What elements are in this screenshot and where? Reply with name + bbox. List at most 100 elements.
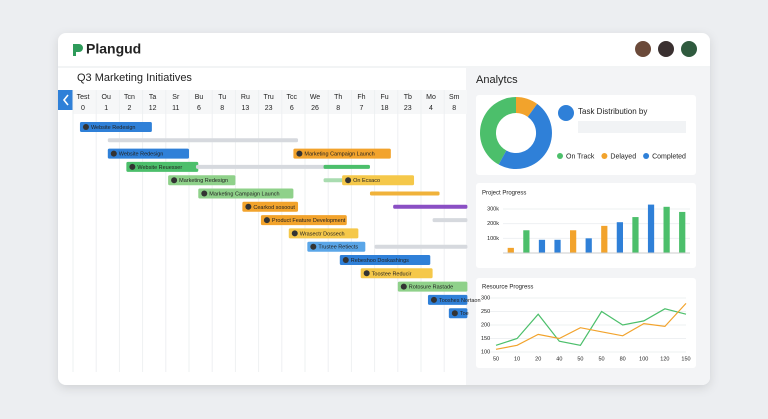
day-label: Tu [218,94,226,101]
task-bar [369,191,440,196]
assignee-icon [363,270,370,277]
task-bar [342,175,415,186]
x-tick-label: 100 [639,356,648,362]
task-label: Trustee Retiects [318,245,358,251]
bar [538,239,546,253]
task-bar [374,244,468,249]
donut-title: Task Distribution by [578,107,647,116]
legend-label: On Track [566,153,595,160]
line-card [476,278,696,368]
date-label: 4 [429,105,433,112]
bar [679,211,686,253]
bar [647,204,655,253]
day-label: Tru [263,94,273,101]
date-label: 13 [242,105,250,112]
x-tick-label: 10 [514,356,520,362]
task-label: Marketing Campaign Launch [304,152,374,158]
avatar[interactable] [635,41,651,57]
x-tick-label: 50 [577,356,583,362]
day-label: Tcn [124,94,135,101]
assignee-icon [345,177,352,184]
y-tick-label: 300k [487,206,499,212]
task-label: Marketing Redesign [179,178,228,184]
placeholder-line [578,121,686,133]
y-tick-label: 100 [481,349,490,355]
assignee-icon [430,296,437,303]
day-label: Fh [357,94,365,101]
day-label: Ta [149,94,157,101]
date-label: 8 [220,105,224,112]
prev-button[interactable] [58,90,73,110]
task-bar [198,188,294,199]
date-label: 26 [311,105,319,112]
chart-title: Project Progress [482,191,526,197]
task-bar [307,241,366,252]
prev-arrow [62,94,69,106]
legend-label: Completed [652,153,686,160]
day-label: Mo [426,94,436,101]
day-label: Th [334,94,342,101]
logo: Plangud [86,41,141,57]
day-label: We [310,94,320,101]
date-label: 11 [172,105,179,112]
day-label: Sm [449,94,460,101]
assignee-icon [82,124,89,130]
task-label: Cearkod sosoout [253,205,295,211]
task-bar [427,294,468,305]
date-label: 12 [149,105,157,112]
y-tick-label: 250 [481,309,490,315]
donut-slice [498,103,552,169]
date-label: 18 [381,105,389,112]
assignee-icon [291,230,298,237]
y-tick-label: 100k [487,236,499,242]
bar-card [476,183,696,268]
task-bar [260,215,347,226]
day-label: Tcc [287,94,298,101]
assignee-icon [263,217,270,224]
task-bar [126,161,199,172]
bar [507,247,514,253]
task-label: On Ecsaco [353,178,380,184]
assignee-icon [245,203,252,210]
line-series [495,308,687,346]
assignee-icon [171,177,178,184]
date-label: 2 [127,105,131,112]
assignee-icon [400,283,407,290]
x-tick-label: 20 [535,356,541,362]
day-label: Ou [102,94,111,101]
gantt-header [73,90,467,114]
date-label: 0 [81,105,85,112]
avatar[interactable] [681,41,697,57]
bar [632,217,639,253]
task-label: Product Feature Development [272,218,346,224]
task-label: Toostee Reducir [372,271,412,277]
bar [585,238,592,253]
task-label: Toe [460,311,469,317]
task-bar [168,175,236,186]
assignee-icon [451,310,458,317]
y-tick-label: 200 [481,322,490,328]
logo-icon [73,44,83,56]
day-label: Test [77,94,90,101]
assignee-icon [342,257,349,263]
day-label: Bu [195,94,204,101]
task-label: Website Redesign [91,125,136,131]
avatar[interactable] [658,41,674,57]
gantt-title: Q3 Marketing Initiatives [77,72,192,84]
date-label: 23 [404,105,412,112]
bar [616,222,623,253]
bar [601,225,608,253]
x-tick-label: 80 [620,356,626,362]
task-label: Website Reuesser [137,165,182,171]
task-bar [323,164,370,169]
day-label: Fu [381,94,389,101]
assignee-icon [310,243,317,250]
x-tick-label: 40 [556,356,562,362]
task-bar [242,201,299,212]
legend-swatch [557,153,563,159]
x-tick-label: 50 [493,356,499,362]
donut-slice [516,97,538,117]
day-label: Tb [404,94,412,101]
task-label: Wrasectr Dossech [300,231,345,237]
line-series [495,302,687,350]
